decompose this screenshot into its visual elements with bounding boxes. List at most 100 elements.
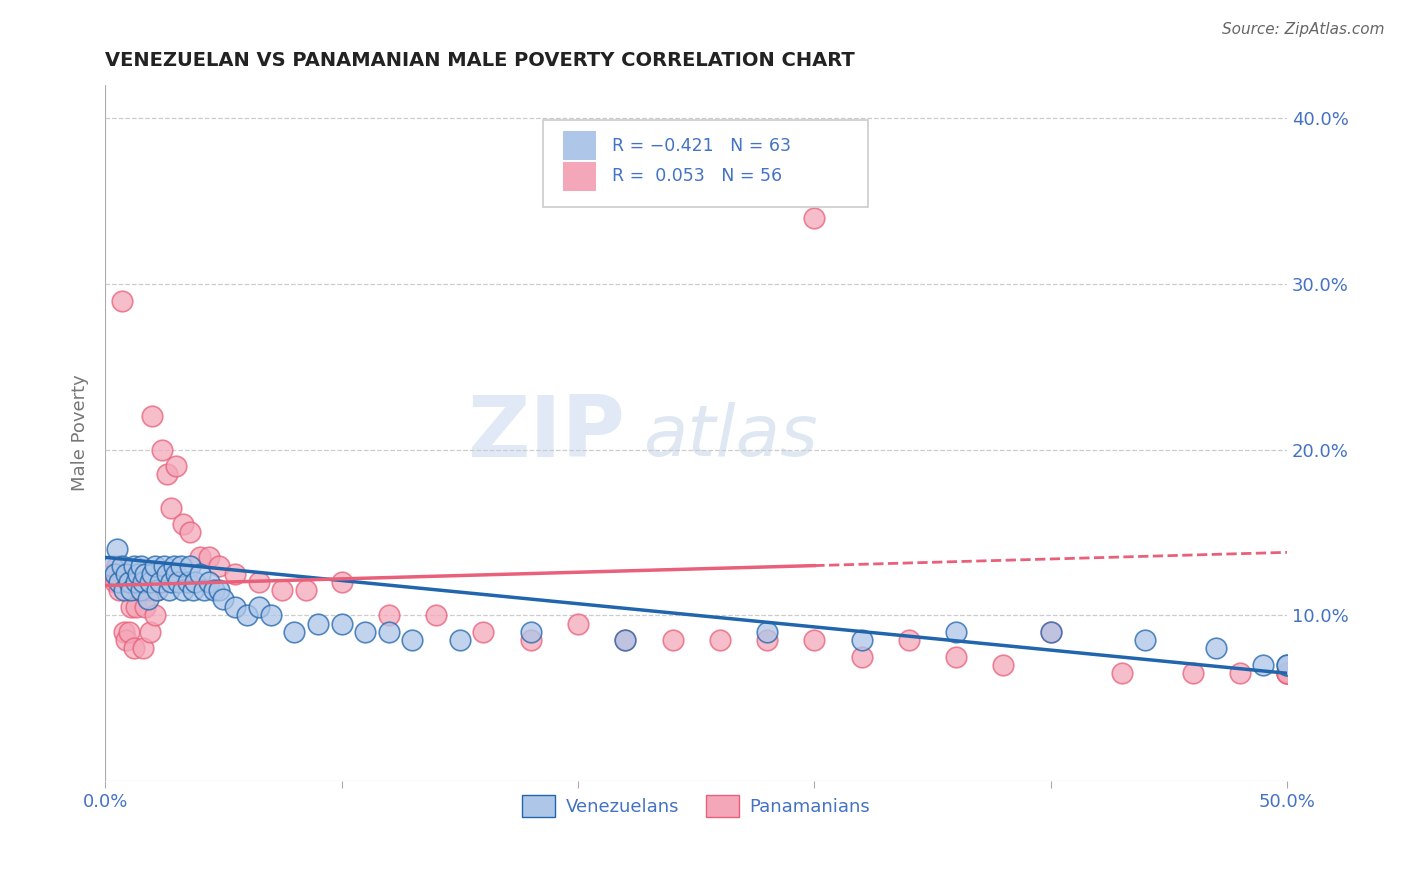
Point (198, 550, 221, 565)
Point (661, 633, 683, 648)
Point (945, 649, 967, 664)
Text: R = −0.421   N = 63: R = −0.421 N = 63 (612, 136, 792, 154)
Point (519, 633, 541, 648)
Point (208, 558, 231, 573)
Point (170, 558, 193, 573)
Point (247, 575, 270, 590)
Point (129, 583, 152, 598)
Point (136, 583, 159, 598)
Point (139, 575, 162, 590)
Point (1039, 624, 1062, 639)
Point (472, 624, 495, 639)
Point (1275, 666, 1298, 681)
Point (198, 575, 221, 590)
Point (378, 608, 401, 623)
Point (167, 575, 190, 590)
Point (401, 633, 423, 648)
Point (101, 566, 124, 581)
Point (165, 459, 187, 474)
Point (897, 633, 920, 648)
Point (125, 575, 148, 590)
Text: VENEZUELAN VS PANAMANIAN MALE POVERTY CORRELATION CHART: VENEZUELAN VS PANAMANIAN MALE POVERTY CO… (105, 51, 855, 70)
Point (160, 500, 183, 515)
Point (177, 575, 200, 590)
Point (132, 575, 155, 590)
Point (165, 566, 187, 581)
Point (224, 566, 246, 581)
Point (143, 608, 166, 623)
Point (1135, 633, 1157, 648)
Point (945, 624, 967, 639)
Point (425, 608, 447, 623)
FancyBboxPatch shape (562, 131, 596, 161)
Point (108, 575, 131, 590)
Point (1229, 666, 1251, 681)
FancyBboxPatch shape (562, 161, 596, 191)
Point (111, 566, 134, 581)
FancyBboxPatch shape (543, 120, 868, 207)
Point (1275, 658, 1298, 673)
Point (271, 583, 294, 598)
Point (125, 600, 148, 615)
Point (163, 558, 186, 573)
Point (260, 608, 283, 623)
Point (112, 583, 135, 598)
Point (122, 641, 145, 656)
Text: ZIP: ZIP (467, 392, 626, 475)
Point (1275, 666, 1298, 681)
Point (108, 583, 131, 598)
Point (188, 550, 211, 565)
Point (153, 558, 176, 573)
Text: atlas: atlas (643, 402, 817, 471)
Point (247, 600, 270, 615)
Point (146, 583, 169, 598)
Point (236, 608, 259, 623)
Point (1181, 666, 1204, 681)
Point (118, 575, 141, 590)
Point (146, 583, 169, 598)
Point (993, 658, 1015, 673)
Point (1039, 624, 1062, 639)
Point (851, 633, 873, 648)
Point (1275, 666, 1298, 681)
Point (179, 525, 201, 540)
Text: Source: ZipAtlas.com: Source: ZipAtlas.com (1222, 22, 1385, 37)
Point (614, 633, 637, 648)
Point (129, 558, 152, 573)
Point (148, 575, 170, 590)
Point (295, 583, 318, 598)
Point (111, 558, 134, 573)
Point (184, 575, 207, 590)
Point (1111, 666, 1133, 681)
Point (157, 583, 180, 598)
Point (1275, 666, 1298, 681)
Point (112, 624, 135, 639)
Point (1205, 641, 1227, 656)
Point (136, 591, 159, 606)
Point (614, 633, 637, 648)
Point (224, 600, 246, 615)
Point (179, 558, 201, 573)
Point (134, 600, 156, 615)
Point (141, 566, 163, 581)
Y-axis label: Male Poverty: Male Poverty (72, 375, 89, 491)
Point (803, 211, 825, 225)
Point (354, 624, 377, 639)
Point (141, 409, 163, 424)
Point (111, 293, 134, 308)
Point (1253, 658, 1275, 673)
Point (115, 566, 138, 581)
Point (519, 624, 541, 639)
Point (115, 633, 138, 648)
Point (172, 583, 194, 598)
Point (212, 591, 235, 606)
Point (105, 542, 128, 557)
Point (851, 649, 873, 664)
Point (104, 566, 127, 581)
Point (449, 633, 471, 648)
Point (129, 583, 152, 598)
Point (160, 575, 183, 590)
Point (122, 558, 145, 573)
Point (378, 624, 401, 639)
Point (127, 583, 149, 598)
